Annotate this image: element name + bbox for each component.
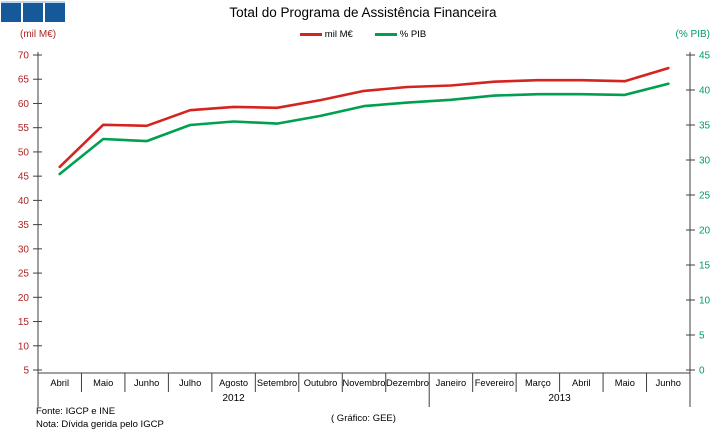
chart-title: Total do Programa de Assistência Finance… xyxy=(229,5,497,20)
logo xyxy=(1,1,65,22)
legend-item-pib: % PIB xyxy=(374,29,427,40)
legend-label: % PIB xyxy=(399,29,427,40)
left-axis-tick-label: 70 xyxy=(18,51,30,62)
right-axis-tick-label: 35 xyxy=(699,121,711,132)
right-axis-tick-label: 20 xyxy=(699,226,711,237)
right-axis: 0 5 10 15 20 25 30 35 40 45 xyxy=(686,51,711,407)
left-axis: 5 10 15 20 25 30 35 40 45 50 55 60 65 70 xyxy=(18,51,42,407)
series-line-pib xyxy=(58,82,670,176)
footer-credit: ( Gráfico: GEE) xyxy=(331,413,396,424)
left-axis-tick-label: 60 xyxy=(18,99,30,110)
x-axis-month-label: Junho xyxy=(134,378,159,388)
footer-note: Nota: Dívida gerida pelo IGCP xyxy=(36,419,164,430)
logo-square xyxy=(1,3,21,22)
left-axis-tick-label: 15 xyxy=(18,317,30,328)
x-axis-month-label: Maio xyxy=(615,378,635,388)
x-axis-year-label: 2012 xyxy=(222,393,245,404)
left-axis-unit-label: (mil M€) xyxy=(20,29,57,40)
x-axis-month-label: Dezembro xyxy=(386,378,429,388)
x-axis-month-label: Maio xyxy=(93,378,113,388)
left-axis-tick-label: 20 xyxy=(18,293,30,304)
left-axis-tick-label: 40 xyxy=(18,196,30,207)
x-axis-month-label: Março xyxy=(525,378,551,388)
x-axis-month-label: Abril xyxy=(572,378,591,388)
x-axis-month-label: Novembro xyxy=(343,378,386,388)
x-axis-month-label: Setembro xyxy=(257,378,297,388)
x-axis-month-label: Julho xyxy=(179,378,201,388)
right-axis-tick-label: 30 xyxy=(699,156,711,167)
right-axis-unit-label: (% PIB) xyxy=(675,29,710,40)
x-axis-month-label: Fevereiro xyxy=(475,378,514,388)
right-axis-tick-label: 15 xyxy=(699,261,711,272)
left-axis-tick-label: 5 xyxy=(23,366,29,377)
legend-label: mil M€ xyxy=(324,29,353,40)
left-axis-tick-label: 55 xyxy=(18,123,30,134)
left-axis-tick-label: 45 xyxy=(18,172,30,183)
chart-legend: mil M€ % PIB xyxy=(0,29,726,40)
x-axis-month-label: Abril xyxy=(50,378,69,388)
right-axis-tick-label: 0 xyxy=(699,366,705,377)
left-axis-tick-label: 30 xyxy=(18,244,30,255)
logo-square xyxy=(23,3,43,22)
footer-source: Fonte: IGCP e INE xyxy=(36,406,116,417)
x-axis: Abril Maio Junho Julho Agosto Setembro Outubro… xyxy=(38,372,690,407)
legend-item-mil-me: mil M€ xyxy=(299,29,353,40)
right-axis-tick-label: 40 xyxy=(699,86,711,97)
legend-swatch-red-line xyxy=(299,33,322,36)
left-axis-tick-label: 25 xyxy=(18,269,30,280)
x-axis-month-label: Junho xyxy=(656,378,681,388)
right-axis-tick-label: 45 xyxy=(699,51,711,62)
right-axis-tick-label: 10 xyxy=(699,296,711,307)
x-axis-month-label: Janeiro xyxy=(436,378,467,388)
x-axis-year-label: 2013 xyxy=(548,393,571,404)
x-axis-month-label: Outubro xyxy=(304,378,338,388)
left-axis-tick-label: 35 xyxy=(18,220,30,231)
series-line-mil-me xyxy=(58,66,670,169)
x-axis-month-label: Agosto xyxy=(219,378,248,388)
left-axis-tick-label: 50 xyxy=(18,147,30,158)
right-axis-tick-label: 25 xyxy=(699,191,711,202)
left-axis-tick-label: 65 xyxy=(18,75,30,86)
left-axis-tick-label: 10 xyxy=(18,341,30,352)
logo-square xyxy=(45,3,65,22)
right-axis-tick-label: 5 xyxy=(699,331,705,342)
legend-swatch-green-line xyxy=(374,33,397,36)
